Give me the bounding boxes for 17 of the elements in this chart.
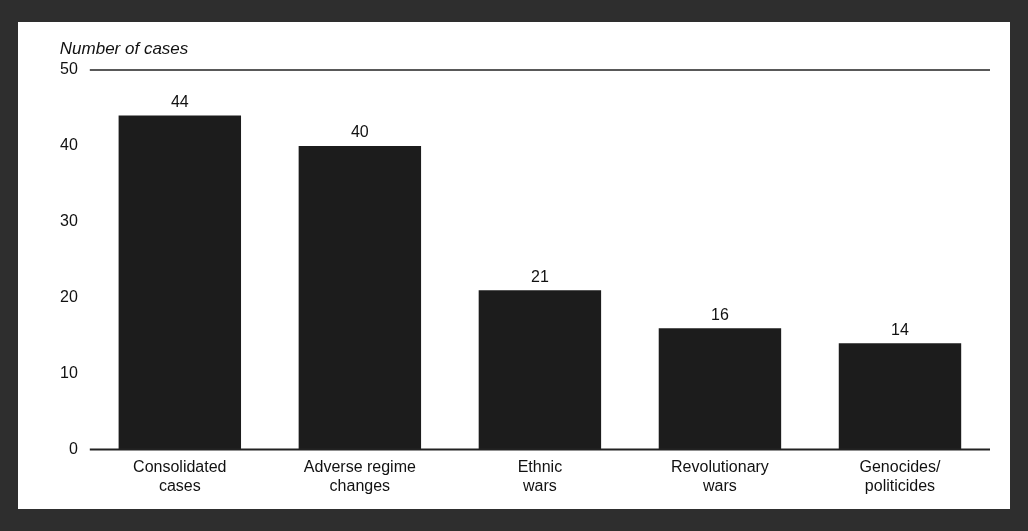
data-label: 40 <box>350 123 369 141</box>
y-axis-title: Number of cases <box>59 39 189 59</box>
x-tick-label: Adverse regime changes <box>303 457 416 494</box>
data-label: 16 <box>711 305 729 323</box>
x-tick-label: Genocides/politicides <box>859 457 941 494</box>
x-tick-label: Ethnic wars <box>517 457 563 494</box>
data-label: 14 <box>891 320 909 338</box>
y-tick-label: 50 <box>60 60 78 78</box>
y-tick-label: 40 <box>60 136 78 154</box>
data-label: 21 <box>531 267 549 285</box>
y-tick-label: 20 <box>60 288 78 306</box>
y-tick-label: 0 <box>68 440 78 458</box>
x-tick-label: Revolutionary wars <box>671 457 769 494</box>
y-tick-label: 10 <box>60 364 78 382</box>
x-tick-label: Consolidated cases <box>133 457 227 494</box>
y-tick-label: 30 <box>60 212 78 230</box>
data-label: 44 <box>170 92 189 110</box>
